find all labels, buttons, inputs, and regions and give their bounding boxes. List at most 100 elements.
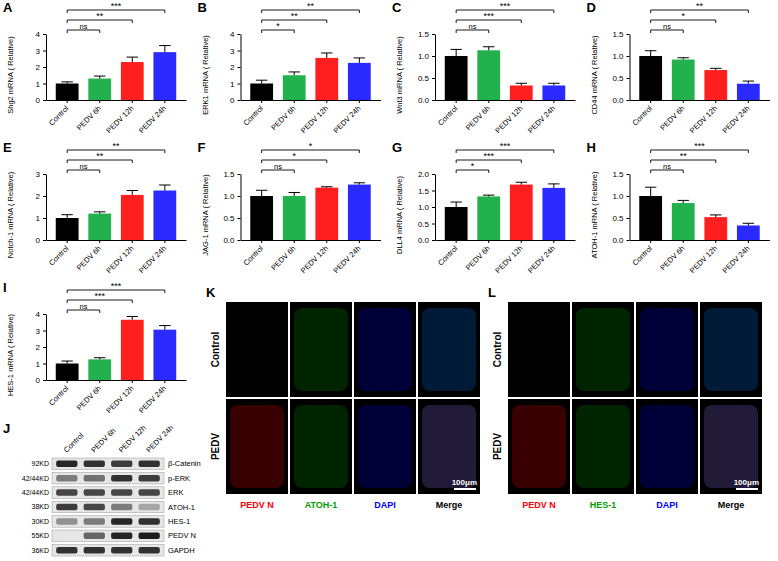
tick-label: 1.0 [612, 52, 624, 61]
tick-mark [432, 34, 435, 35]
error-bar [354, 183, 365, 185]
x-axis: ControlPEDV 6hPEDV 12hPEDV 24h [47, 100, 187, 135]
tick-mark [432, 174, 435, 175]
tick-label: Control [241, 244, 265, 268]
channel-label: Merge [436, 500, 463, 510]
tick-label: PEDV 6h [658, 244, 686, 272]
y-axis: 0.00.51.01.5 [612, 170, 630, 245]
tick-label: 4 [36, 30, 41, 39]
bar [56, 218, 79, 240]
panel-letter: K [206, 285, 216, 300]
lane-label: Control [62, 431, 86, 455]
channel-label: DAPI [374, 500, 396, 510]
tick: PEDV 24h [526, 100, 557, 135]
lane-label: PEDV 12h [117, 423, 148, 454]
tick: 4 [230, 30, 240, 39]
tick: PEDV 12h [104, 380, 135, 415]
tick: 1.0 [612, 192, 629, 201]
blot-strip [52, 516, 164, 528]
tick: 0.5 [223, 214, 240, 223]
micrograph-image [572, 399, 634, 494]
channel-label: PEDV N [240, 500, 274, 510]
y-axis: 0.00.51.01.5 [612, 30, 630, 105]
tick-mark [627, 78, 630, 79]
significance-label: ns [663, 162, 671, 171]
error-bar [256, 190, 267, 196]
blot-band [111, 461, 132, 467]
protein-label: p-ERK [168, 474, 190, 483]
tick-mark [238, 174, 241, 175]
micrograph-image [700, 302, 762, 397]
tick-mark [67, 380, 68, 383]
tick: 0.5 [612, 74, 629, 83]
y-axis-title: Notch-1 mRNA ( Relative) [6, 171, 15, 258]
blot-band [84, 533, 105, 539]
x-axis: ControlPEDV 6hPEDV 12hPEDV 24h [630, 240, 770, 275]
tick-label: PEDV 12h [688, 104, 719, 135]
size-label: 42/44KD [22, 475, 49, 482]
bar [348, 63, 371, 100]
tick: Control [47, 100, 71, 127]
blot-band [139, 518, 160, 524]
blot-band [111, 547, 132, 553]
y-axis-title: DLL4 mRNA ( Relative) [395, 176, 404, 254]
axis-line [435, 35, 436, 101]
channel-label: DAPI [656, 500, 678, 510]
tick: 0 [36, 236, 46, 245]
bar [121, 195, 144, 240]
error-bar [127, 191, 138, 195]
tick-mark [432, 240, 435, 241]
tick: PEDV 6h [464, 100, 492, 132]
marks [250, 183, 370, 240]
axis-line [46, 175, 47, 241]
tick: 0.0 [223, 236, 240, 245]
marks [250, 53, 370, 100]
bar [121, 62, 144, 100]
tick-label: 2 [36, 63, 41, 72]
tick: 1.5 [418, 187, 435, 196]
panel-letter: B [198, 0, 207, 15]
tick-label: 0.5 [418, 220, 430, 229]
plot-area: 01234ControlPEDV 6hPEDV 12hPEDV 24h***** [230, 1, 381, 136]
tick-mark [43, 67, 46, 68]
tick-mark [294, 100, 295, 103]
error-bar [159, 185, 170, 191]
micrograph-image [354, 302, 416, 397]
tick-label: 3 [36, 47, 41, 56]
panel-letter: F [198, 140, 206, 155]
tick: 1.5 [612, 170, 629, 179]
error-bar [61, 215, 72, 218]
tick: PEDV 24h [331, 100, 362, 135]
tick-mark [432, 224, 435, 225]
channel-signal [704, 405, 758, 488]
tick: 1 [36, 214, 46, 223]
tick: PEDV 6h [75, 240, 103, 272]
tick-mark [715, 100, 716, 103]
significance-label: *** [483, 11, 494, 21]
significance-label: *** [94, 291, 105, 301]
tick-label: 1 [36, 360, 41, 369]
tick-mark [43, 218, 46, 219]
bar [315, 188, 338, 240]
significance-label: *** [111, 281, 122, 291]
error-bar [678, 200, 689, 203]
channel-signal [422, 308, 476, 391]
tick-label: PEDV 24h [526, 104, 557, 135]
error-bar [548, 184, 559, 188]
tick-label: 0.0 [612, 96, 624, 105]
tick-mark [132, 380, 133, 383]
tick: Control [47, 240, 71, 267]
tick-mark [99, 380, 100, 383]
tick-label: 1.5 [223, 170, 235, 179]
bar [88, 214, 111, 240]
tick-label: 1 [36, 80, 41, 89]
significance-label: ns [79, 302, 87, 311]
tick-label: PEDV 24h [720, 244, 751, 275]
error-bar [159, 46, 170, 53]
x-axis: ControlPEDV 6hPEDV 12hPEDV 24h [241, 100, 381, 135]
blot-strip [52, 458, 164, 470]
tick: PEDV 6h [658, 240, 686, 272]
tick-mark [432, 100, 435, 101]
blot-band [111, 475, 132, 481]
plot-area: 0.00.51.01.5ControlPEDV 6hPEDV 12hPEDV 2… [418, 1, 576, 136]
